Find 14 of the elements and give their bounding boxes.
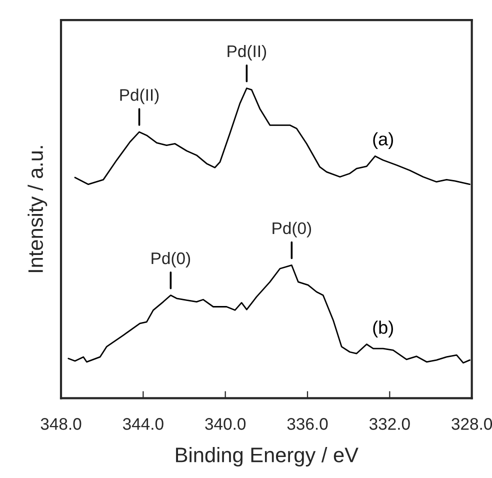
- x-tick-label: 332.0: [369, 418, 410, 430]
- y-axis-title: Intensity / a.u.: [28, 146, 48, 272]
- series-label: (b): [373, 320, 394, 338]
- x-tick-label: 336.0: [287, 418, 328, 430]
- x-tick-label: 344.0: [122, 418, 164, 430]
- annotation: Pd(II): [120, 88, 159, 104]
- annotation: Pd(0): [272, 222, 312, 238]
- x-tick-label: 348.0: [40, 418, 82, 430]
- annotation: Pd(II): [228, 44, 266, 60]
- series-label: (a): [373, 132, 394, 150]
- x-tick-label: 328.0: [452, 418, 492, 430]
- annotation: Pd(0): [152, 252, 190, 268]
- x-tick-label: 340.0: [205, 418, 246, 430]
- x-axis-title: Binding Energy / eV: [176, 447, 358, 466]
